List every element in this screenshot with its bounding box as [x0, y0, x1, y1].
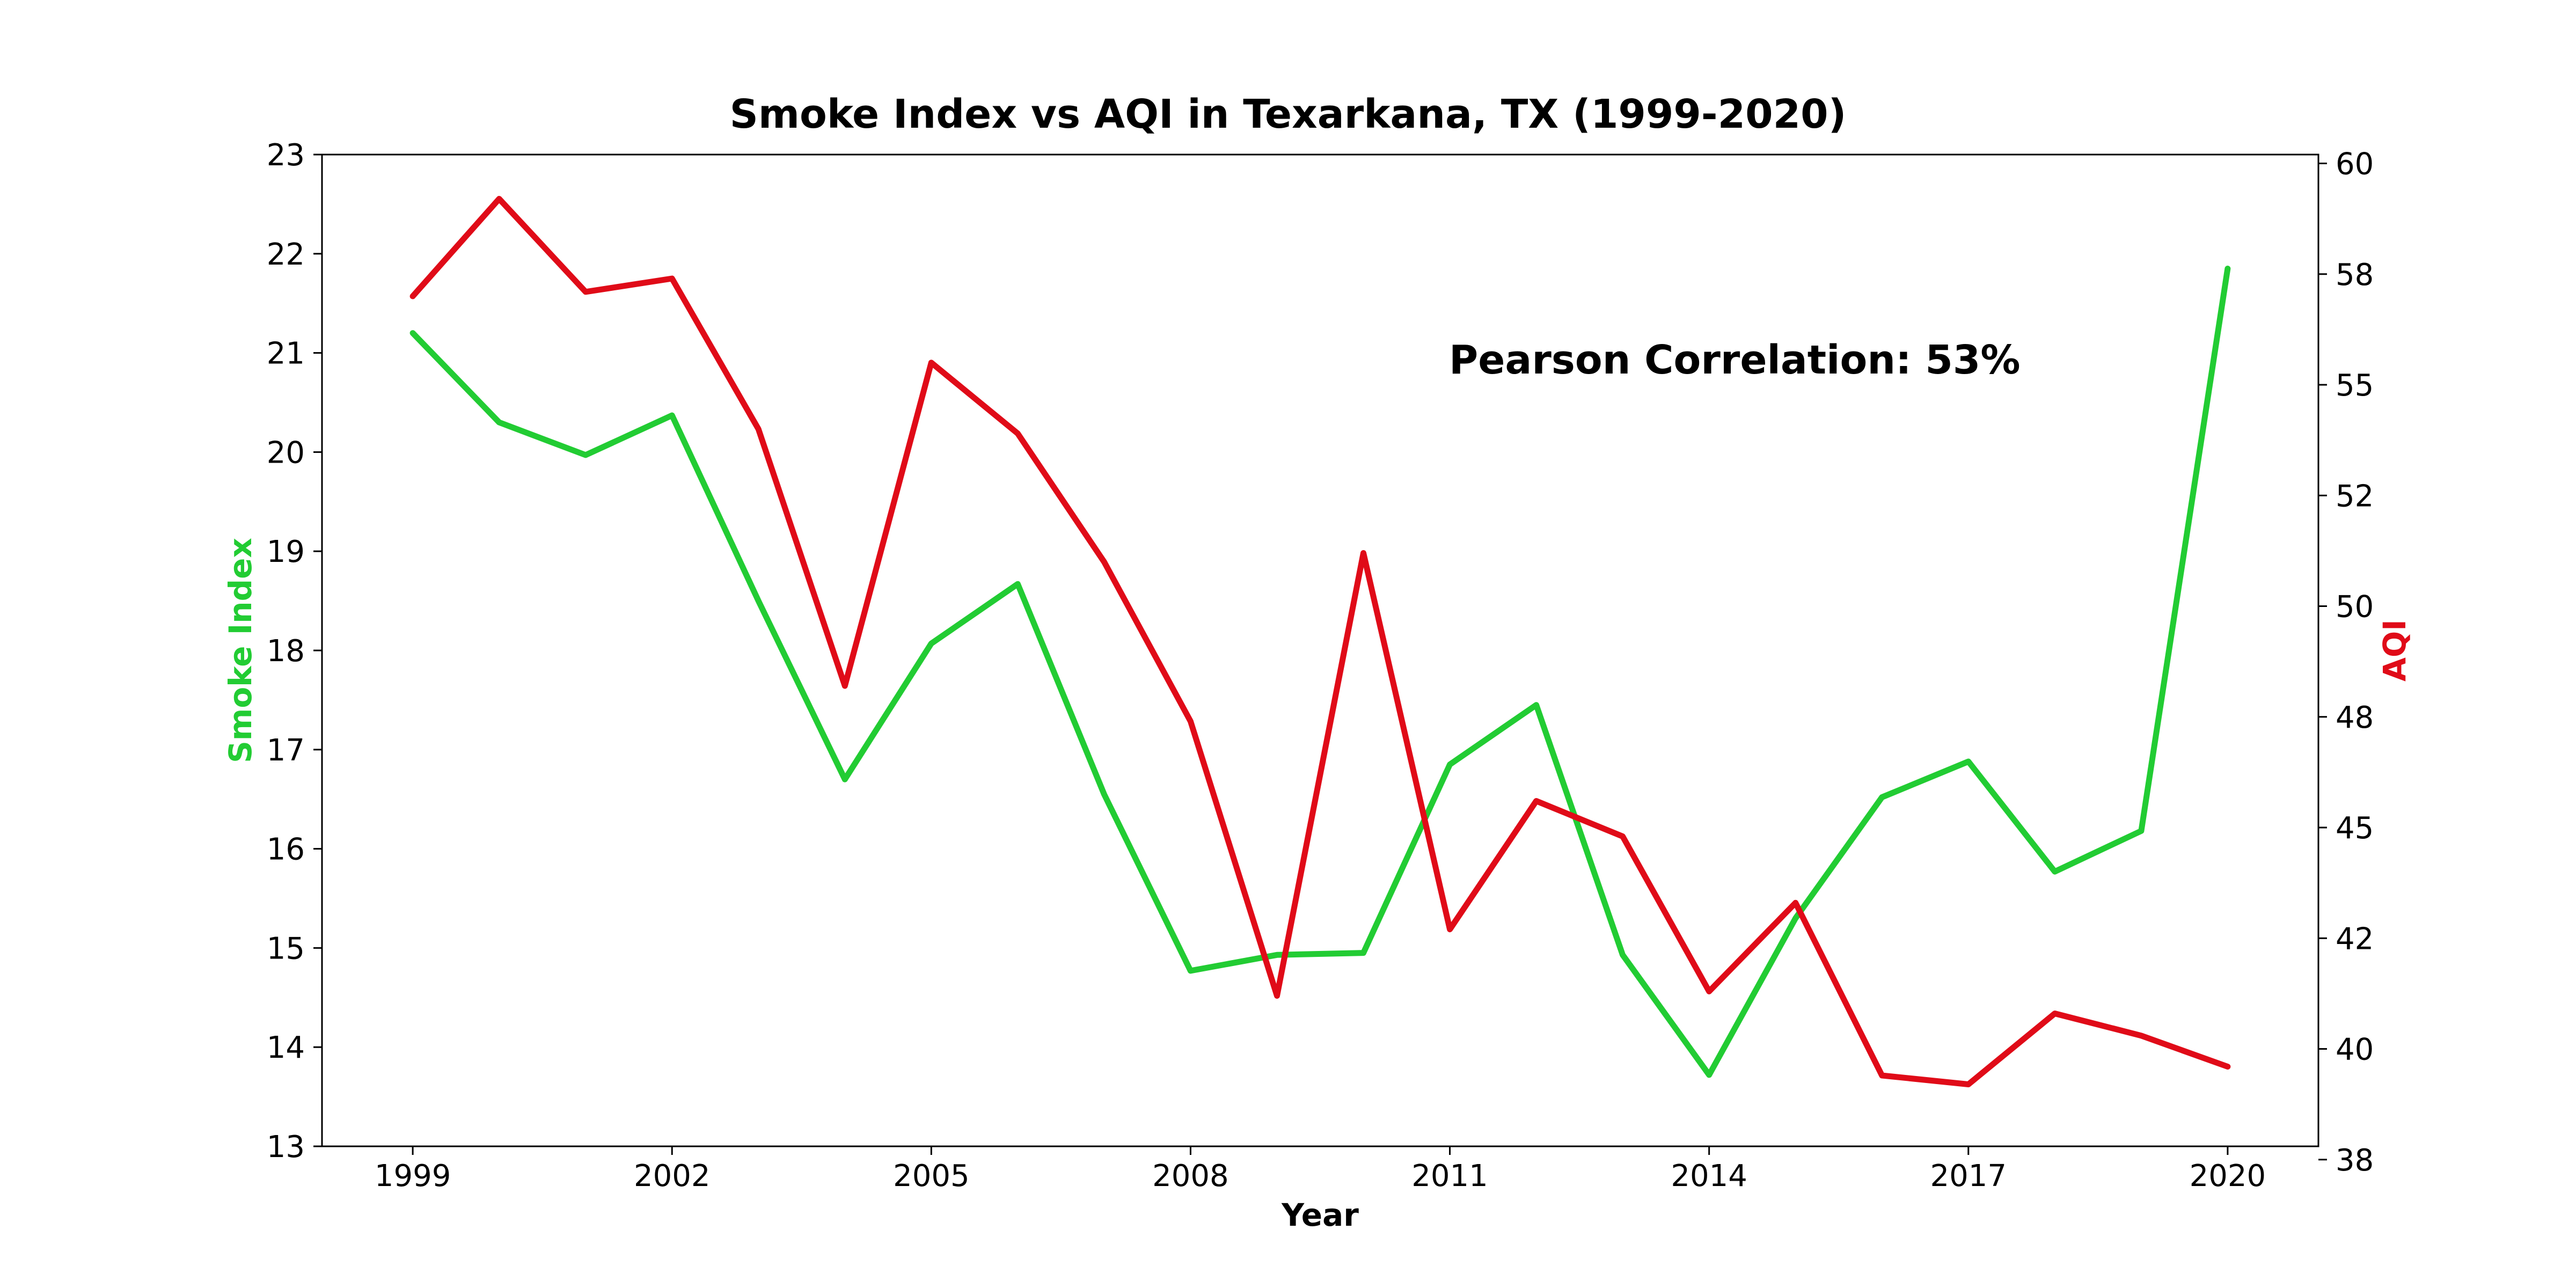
x-tick-label: 2014	[1671, 1159, 1747, 1194]
y-right-tick-label: 42	[2336, 921, 2374, 956]
y-left-tick-label: 16	[267, 832, 305, 867]
y-left-axis-title: Smoke Index	[222, 538, 259, 763]
y-right-tick-label: 40	[2336, 1033, 2374, 1067]
smoke-index-series-line	[409, 266, 2231, 1078]
y-right-tick-label: 38	[2336, 1143, 2374, 1178]
y-left-axis-ticks: 13 14 15 16 17 18 19 20 21 22 23	[267, 138, 322, 1165]
y-left-tick-label: 20	[267, 435, 305, 470]
series-layer	[409, 196, 2231, 1087]
x-tick-label: 2020	[2190, 1159, 2266, 1194]
x-tick-label: 2005	[893, 1159, 970, 1194]
chart-title: Smoke Index vs AQI in Texarkana, TX (199…	[730, 91, 1847, 137]
y-right-tick-label: 50	[2336, 590, 2374, 625]
y-right-tick-label: 55	[2336, 368, 2374, 403]
y-right-tick-label: 48	[2336, 700, 2374, 735]
y-left-tick-label: 18	[267, 634, 305, 669]
y-left-tick-label: 22	[267, 237, 305, 272]
y-right-axis-title: AQI	[2376, 619, 2413, 682]
x-tick-label: 2008	[1152, 1159, 1229, 1194]
y-left-tick-label: 14	[267, 1030, 305, 1065]
pearson-correlation-annotation: Pearson Correlation: 53%	[1449, 337, 2021, 383]
x-axis-ticks: 1999 2002 2005 2008 2011 2014 2017 2020	[375, 1146, 2266, 1194]
y-left-tick-label: 21	[267, 336, 305, 371]
y-left-tick-label: 17	[267, 733, 305, 768]
y-right-tick-label: 60	[2336, 147, 2374, 182]
x-axis-title: Year	[1281, 1197, 1359, 1233]
x-tick-label: 2002	[634, 1159, 711, 1194]
y-right-axis-ticks: 38 40 42 45 48 50 52 55 58 60	[2318, 147, 2374, 1178]
y-right-tick-label: 58	[2336, 258, 2374, 292]
x-tick-label: 1999	[375, 1159, 451, 1194]
y-left-tick-label: 19	[267, 535, 305, 569]
x-tick-label: 2011	[1411, 1159, 1488, 1194]
y-left-tick-label: 23	[267, 138, 305, 173]
x-tick-label: 2017	[1930, 1159, 2007, 1194]
aqi-series-line	[409, 196, 2231, 1087]
y-right-tick-label: 45	[2336, 811, 2374, 846]
y-left-tick-label: 13	[267, 1130, 305, 1165]
y-left-tick-label: 15	[267, 931, 305, 966]
y-right-tick-label: 52	[2336, 479, 2374, 514]
